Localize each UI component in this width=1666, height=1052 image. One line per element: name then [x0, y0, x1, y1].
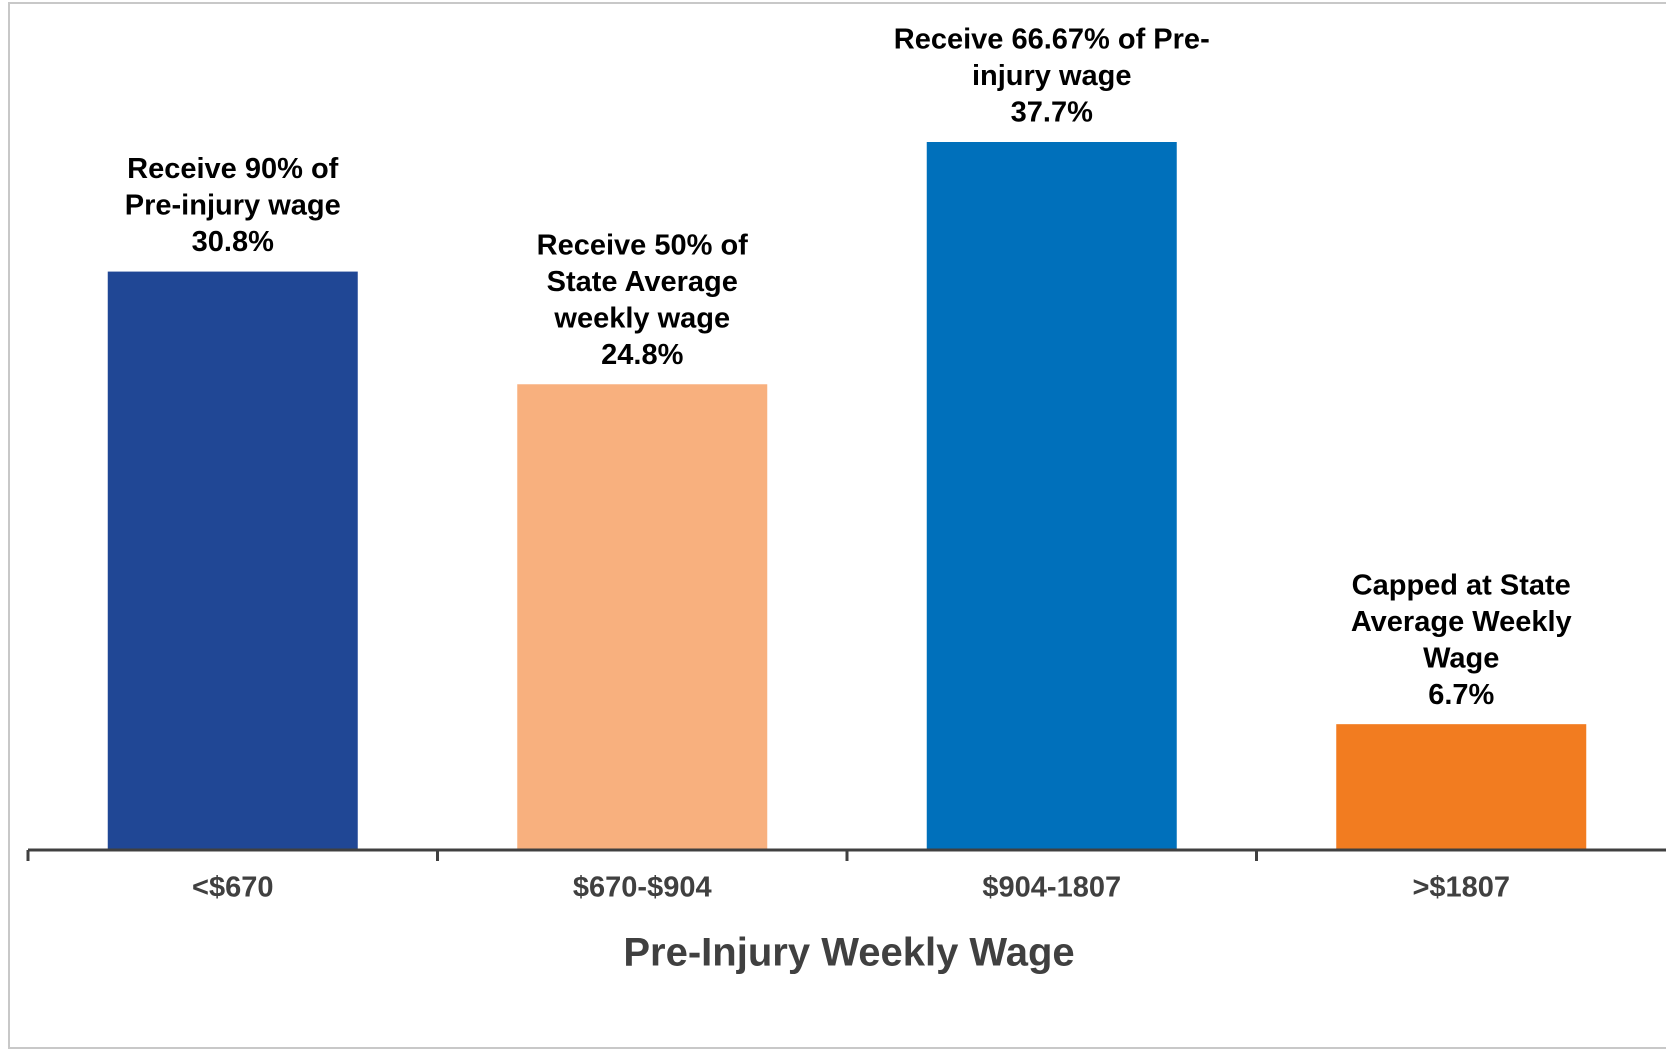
value-label: 6.7%	[1428, 679, 1494, 711]
annotation: weekly wage	[553, 302, 730, 334]
bar	[926, 142, 1177, 850]
x-tick-label: $670-$904	[573, 872, 712, 904]
x-tick-label: <$670	[192, 872, 273, 904]
annotation: injury wage	[972, 60, 1132, 92]
x-axis-title: Pre-Injury Weekly Wage	[623, 931, 1074, 975]
annotation: Receive 66.67% of Pre-	[894, 24, 1210, 56]
x-tick-label: >$1807	[1412, 872, 1510, 904]
frame	[8, 2, 1666, 1049]
annotation: Wage	[1423, 642, 1499, 674]
bar	[517, 384, 768, 850]
annotation: Receive 90% of	[127, 153, 339, 185]
x-tick-label: $904-1807	[982, 872, 1121, 904]
value-label: 30.8%	[192, 226, 274, 258]
value-label: 24.8%	[601, 339, 683, 371]
value-label: 37.7%	[1011, 97, 1093, 129]
annotation: State Average	[547, 266, 738, 298]
annotation: Average Weekly	[1351, 606, 1572, 638]
annotation: Capped at State	[1352, 569, 1571, 601]
annotation: Pre-injury wage	[125, 190, 341, 222]
bar	[107, 271, 358, 850]
annotation: Receive 50% of	[537, 229, 749, 261]
bar	[1336, 724, 1587, 850]
